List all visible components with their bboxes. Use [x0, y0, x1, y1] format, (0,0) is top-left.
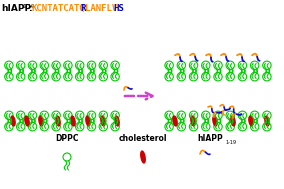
- Ellipse shape: [249, 116, 253, 126]
- Ellipse shape: [25, 116, 29, 126]
- Ellipse shape: [231, 116, 235, 126]
- Text: R: R: [80, 4, 85, 13]
- Text: cholesterol: cholesterol: [119, 134, 167, 143]
- Text: LANFLV: LANFLV: [85, 4, 117, 13]
- Ellipse shape: [39, 116, 43, 126]
- Ellipse shape: [141, 151, 145, 163]
- Text: hIAPP: hIAPP: [197, 134, 223, 143]
- Text: :: :: [29, 4, 33, 13]
- Text: HS: HS: [114, 4, 124, 13]
- Ellipse shape: [56, 116, 60, 126]
- Ellipse shape: [11, 116, 15, 126]
- Ellipse shape: [115, 116, 119, 126]
- Ellipse shape: [213, 116, 217, 126]
- Text: KCNTATCATQ: KCNTATCATQ: [32, 4, 86, 13]
- Ellipse shape: [86, 116, 90, 126]
- Ellipse shape: [173, 116, 177, 126]
- Ellipse shape: [191, 116, 195, 126]
- Text: hIAPP: hIAPP: [1, 4, 31, 13]
- Text: 1-19: 1-19: [225, 140, 236, 145]
- FancyArrowPatch shape: [125, 93, 153, 99]
- Text: DPPC: DPPC: [55, 134, 79, 143]
- Text: 1-19: 1-19: [22, 4, 34, 9]
- Ellipse shape: [265, 116, 269, 126]
- Ellipse shape: [101, 116, 105, 126]
- Ellipse shape: [71, 116, 75, 126]
